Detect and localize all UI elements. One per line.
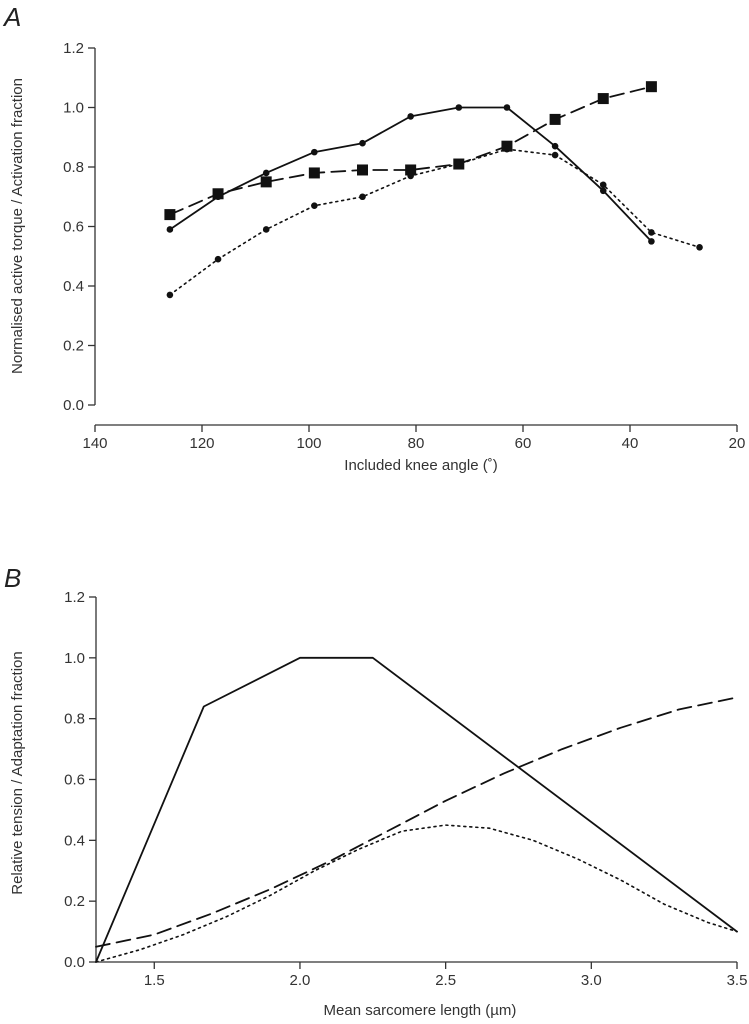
panel-b-series-dotted-line bbox=[95, 824, 738, 963]
panel-a-x-tick-label: 80 bbox=[408, 435, 425, 452]
panel-a-series-dotted-marker bbox=[599, 181, 607, 189]
panel-b-y-tick-label: 1.0 bbox=[64, 650, 85, 667]
panel-b-y-tick-label: 1.2 bbox=[64, 589, 85, 606]
panel-a-series-solid-marker bbox=[262, 169, 270, 177]
panel-a-series-group bbox=[164, 81, 703, 299]
panel-a-series-dotted-line bbox=[169, 148, 701, 296]
panel-a-x-tick-label: 100 bbox=[296, 435, 321, 452]
panel-b-axes: 0.0 0.2 0.4 0.6 0.8 1.0 1.2 1.5 2.0 2.5 3.0 3.5 bbox=[64, 589, 747, 989]
panel-a-series-dotted-marker bbox=[407, 172, 414, 180]
panel-b-x-axis-title: Mean sarcomere length (µm) bbox=[324, 1002, 517, 1019]
panel-b-label: B bbox=[4, 563, 21, 593]
panel-b-y-tick-label: 0.8 bbox=[64, 711, 85, 728]
panel-a-series-dashed-marker bbox=[645, 81, 657, 93]
panel-a-series-solid-marker bbox=[407, 113, 414, 120]
panel-b-x-tick-label: 2.0 bbox=[290, 972, 311, 989]
panel-a-y-tick-label: 1.0 bbox=[63, 100, 84, 117]
panel-b-y-axis-title: Relative tension / Adaptation fraction bbox=[9, 651, 26, 895]
panel-a-series-dotted-marker bbox=[359, 193, 366, 201]
panel-a-axes: 0.0 0.2 0.4 0.6 0.8 1.0 1.2 140 120 100 80 60 40 20 bbox=[63, 40, 745, 452]
panel-b-y-tick-label: 0.2 bbox=[64, 893, 85, 910]
panel-a-series-dotted-marker bbox=[262, 226, 270, 233]
panel-b-series-dashed-line bbox=[95, 696, 738, 948]
panel-b-y-tick-label: 0.6 bbox=[64, 772, 85, 789]
panel-a-series-solid-marker bbox=[599, 187, 607, 195]
panel-b-y-tick-label: 0.4 bbox=[64, 832, 85, 849]
panel-a-series-solid-marker bbox=[311, 148, 318, 156]
panel-b-series-solid-line bbox=[95, 656, 738, 963]
panel-a-series-dashed-marker bbox=[549, 113, 561, 125]
panel-a-y-tick-label: 1.2 bbox=[63, 40, 84, 57]
panel-a-series-solid-marker bbox=[648, 238, 655, 245]
panel-a-series-solid-marker bbox=[455, 104, 463, 111]
panel-a-y-tick-label: 0.4 bbox=[63, 278, 84, 295]
panel-a-series-dotted-marker bbox=[214, 255, 222, 263]
panel-a-series-solid-marker bbox=[166, 226, 174, 233]
panel-a-y-tick-label: 0.0 bbox=[63, 397, 84, 414]
panel-a-label: A bbox=[2, 2, 21, 32]
panel-b: B Relative tension / Adaptation fraction… bbox=[4, 563, 747, 1019]
panel-a-y-axis-title: Normalised active torque / Activation fr… bbox=[9, 78, 26, 374]
panel-a: A Normalised active torque / Activation … bbox=[2, 2, 745, 474]
panel-a-x-tick-label: 140 bbox=[82, 435, 107, 452]
panel-b-x-tick-label: 1.5 bbox=[144, 972, 165, 989]
panel-a-x-tick-label: 40 bbox=[622, 435, 639, 452]
panel-b-series-group bbox=[95, 656, 738, 963]
panel-b-x-tick-label: 2.5 bbox=[435, 972, 456, 989]
panel-a-series-dashed-marker bbox=[212, 188, 224, 200]
panel-a-x-axis-title: Included knee angle (˚) bbox=[344, 457, 497, 474]
panel-a-series-dotted-marker bbox=[166, 291, 174, 299]
panel-a-y-tick-label: 0.8 bbox=[63, 159, 84, 176]
panel-a-series-dashed-marker bbox=[164, 209, 176, 221]
panel-a-series-dashed-marker bbox=[405, 164, 417, 176]
panel-a-series-solid-marker bbox=[551, 142, 559, 150]
panel-b-x-tick-label: 3.0 bbox=[581, 972, 602, 989]
panel-a-series-dotted-marker bbox=[503, 145, 511, 153]
panel-a-y-tick-label: 0.6 bbox=[63, 219, 84, 236]
panel-a-series-dotted-marker bbox=[648, 229, 655, 236]
panel-a-series-dashed-marker bbox=[308, 167, 320, 179]
panel-a-series-solid-marker bbox=[359, 139, 366, 147]
panel-a-x-tick-label: 60 bbox=[515, 435, 532, 452]
panel-a-y-tick-label: 0.2 bbox=[63, 338, 84, 355]
panel-a-series-dashed-marker bbox=[597, 93, 609, 105]
panel-a-series-dashed-line bbox=[168, 85, 653, 216]
panel-b-x-tick-label: 3.5 bbox=[727, 972, 748, 989]
panel-a-series-dashed-marker bbox=[260, 176, 272, 188]
panel-a-series-dashed-marker bbox=[357, 164, 368, 176]
panel-a-series-dotted-marker bbox=[696, 244, 703, 251]
panel-a-series-dotted-marker bbox=[311, 202, 318, 209]
panel-b-y-tick-label: 0.0 bbox=[64, 954, 85, 971]
panel-a-series-solid-marker bbox=[503, 104, 511, 111]
panel-a-series-dotted-marker bbox=[551, 151, 559, 159]
panel-a-x-tick-label: 20 bbox=[729, 435, 746, 452]
panel-a-series-dotted-marker bbox=[455, 160, 463, 168]
panel-a-x-tick-label: 120 bbox=[189, 435, 214, 452]
